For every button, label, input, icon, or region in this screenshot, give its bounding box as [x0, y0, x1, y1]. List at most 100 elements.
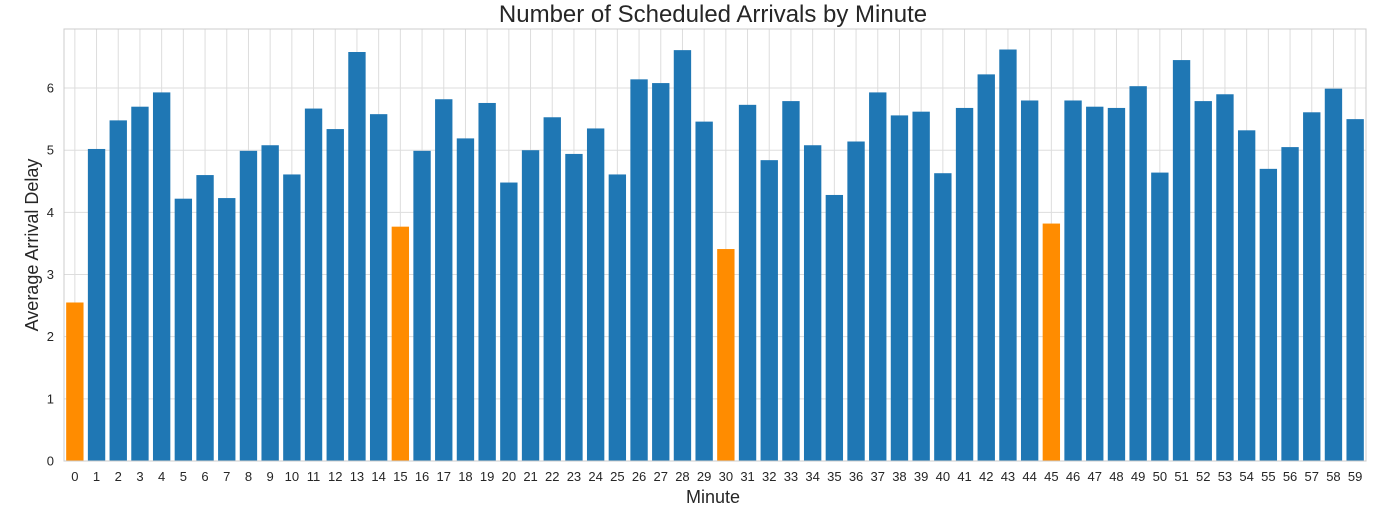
x-tick-label: 1 [93, 469, 100, 484]
bar-minute-54 [1237, 130, 1256, 461]
bar-minute-52 [1194, 101, 1212, 461]
x-tick-label: 57 [1305, 469, 1319, 484]
x-tick-label: 4 [158, 469, 165, 484]
x-tick-label: 28 [675, 469, 689, 484]
bar-minute-14 [369, 114, 388, 462]
x-tick-label: 41 [957, 469, 971, 484]
bar-minute-21 [521, 150, 540, 462]
bar-minute-3 [131, 106, 149, 461]
bar-minute-2 [109, 120, 127, 461]
bar-minute-22 [543, 117, 561, 462]
x-tick-label: 50 [1153, 469, 1167, 484]
x-tick-label: 15 [393, 469, 407, 484]
bar-minute-0 [66, 302, 84, 461]
bar-minute-15 [391, 226, 410, 461]
x-tick-label: 3 [136, 469, 143, 484]
bar-minute-45 [1042, 223, 1061, 461]
x-tick-label: 39 [914, 469, 928, 484]
bar-minute-28 [673, 50, 692, 461]
bar-minute-18 [456, 138, 475, 461]
x-tick-label: 49 [1131, 469, 1145, 484]
x-tick-label: 30 [719, 469, 733, 484]
y-tick-label: 2 [47, 329, 54, 344]
x-tick-label: 2 [115, 469, 122, 484]
x-tick-label: 8 [245, 469, 252, 484]
bar-minute-39 [912, 111, 930, 461]
y-tick-label: 5 [47, 143, 54, 158]
bar-minute-53 [1216, 94, 1234, 462]
bar-minute-46 [1064, 100, 1082, 461]
bar-minute-16 [413, 150, 431, 462]
x-tick-label: 45 [1044, 469, 1058, 484]
bar-minute-43 [999, 49, 1017, 461]
x-tick-label: 38 [892, 469, 906, 484]
x-tick-label: 10 [285, 469, 299, 484]
bar-minute-38 [890, 115, 909, 462]
bar-minute-6 [196, 175, 214, 461]
bar-minute-10 [283, 174, 301, 461]
x-tick-label: 23 [567, 469, 581, 484]
x-ticks: 0 1 2 3 4 5 6 7 8 9 10 11 12 13 14 15 16 17 18 19 20 21 22 23 24… [71, 469, 1362, 484]
x-tick-label: 55 [1261, 469, 1275, 484]
x-tick-label: 53 [1218, 469, 1232, 484]
x-tick-label: 27 [654, 469, 668, 484]
x-tick-label: 56 [1283, 469, 1297, 484]
x-tick-label: 51 [1174, 469, 1188, 484]
x-tick-label: 13 [350, 469, 364, 484]
x-tick-label: 47 [1088, 469, 1102, 484]
bars [66, 49, 1364, 462]
x-tick-label: 20 [502, 469, 516, 484]
x-tick-label: 46 [1066, 469, 1080, 484]
x-tick-label: 22 [545, 469, 559, 484]
grid [64, 29, 1366, 462]
bar-minute-44 [1020, 100, 1039, 461]
x-tick-label: 33 [784, 469, 798, 484]
x-tick-label: 17 [437, 469, 451, 484]
x-tick-label: 52 [1196, 469, 1210, 484]
bar-minute-31 [738, 104, 757, 461]
x-tick-label: 29 [697, 469, 711, 484]
bar-minute-37 [869, 92, 887, 462]
bar-minute-34 [803, 145, 822, 462]
x-axis-label: Minute [686, 487, 740, 507]
bar-minute-30 [717, 249, 735, 461]
x-tick-label: 36 [849, 469, 863, 484]
bar-minute-47 [1086, 106, 1104, 461]
x-tick-label: 34 [805, 469, 819, 484]
bar-minute-12 [326, 129, 344, 461]
bar-minute-41 [955, 107, 974, 461]
x-tick-label: 21 [523, 469, 537, 484]
bar-minute-29 [695, 121, 713, 461]
bar-minute-23 [565, 153, 583, 462]
x-tick-label: 19 [480, 469, 494, 484]
x-tick-label: 16 [415, 469, 429, 484]
x-tick-label: 26 [632, 469, 646, 484]
y-tick-label: 6 [47, 81, 54, 96]
bar-minute-20 [500, 182, 518, 461]
bar-minute-17 [435, 99, 453, 462]
y-ticks: 0 1 2 3 4 5 6 [47, 81, 54, 469]
x-tick-label: 54 [1239, 469, 1253, 484]
bar-minute-27 [652, 83, 670, 461]
x-tick-label: 12 [328, 469, 342, 484]
bar-minute-50 [1151, 172, 1169, 461]
bar-minute-24 [586, 128, 605, 461]
y-tick-label: 3 [47, 267, 54, 282]
x-tick-label: 32 [762, 469, 776, 484]
x-tick-label: 9 [267, 469, 274, 484]
x-tick-label: 0 [71, 469, 78, 484]
x-tick-label: 48 [1109, 469, 1123, 484]
bar-minute-11 [304, 108, 323, 461]
bar-minute-48 [1107, 107, 1126, 461]
bar-minute-42 [977, 74, 995, 461]
bar-minute-26 [630, 79, 648, 461]
chart-title: Number of Scheduled Arrivals by Minute [499, 1, 927, 28]
bar-minute-55 [1259, 168, 1278, 461]
bar-minute-51 [1172, 60, 1191, 462]
x-tick-label: 43 [1001, 469, 1015, 484]
x-tick-label: 14 [371, 469, 385, 484]
bar-minute-19 [478, 102, 496, 461]
bar-minute-35 [825, 194, 844, 461]
bar-minute-40 [934, 173, 952, 461]
